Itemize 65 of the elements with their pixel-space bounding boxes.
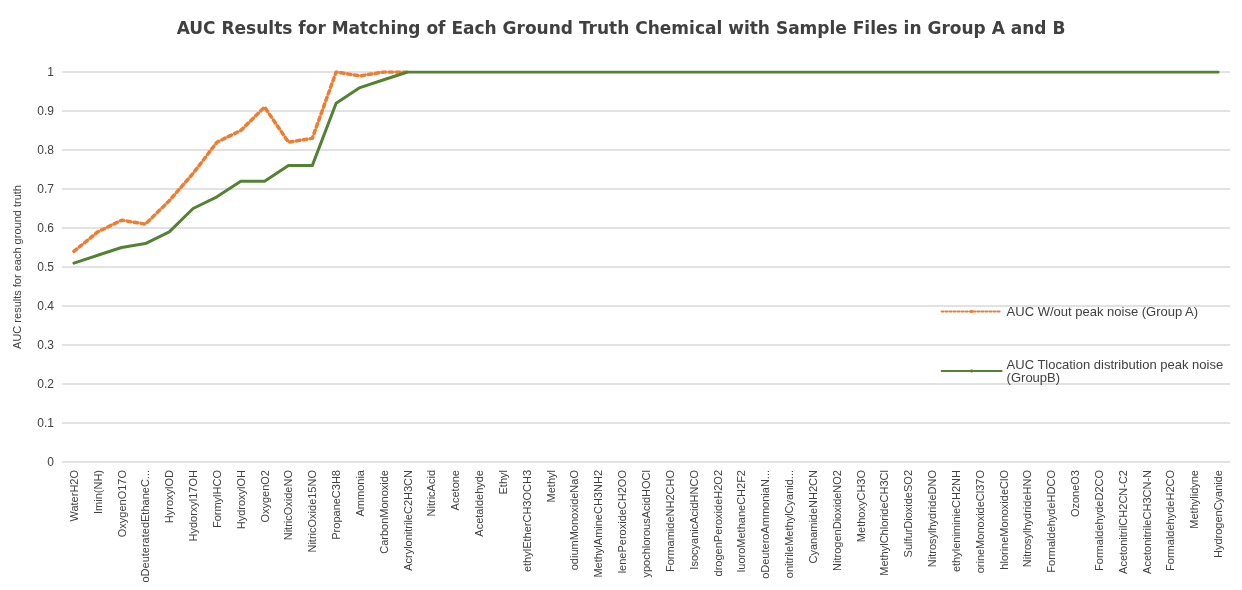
x-tick-label: Ethyl [496, 470, 509, 495]
x-tick-label: OxygenO2 [258, 470, 271, 523]
x-tick-label: HyroxylOD [163, 469, 176, 524]
y-tick-label: 0.3 [37, 338, 55, 352]
x-tick-label: CarbonMonoxide [377, 470, 390, 554]
x-tick-label: Ammonia [353, 469, 366, 517]
x-tick-label: FormamideNH2CHO [663, 469, 676, 573]
y-tick-label: 0.7 [37, 182, 55, 196]
x-tick-label: Imin(NH) [91, 470, 104, 514]
x-tick-label: AcetonitrilCH2CN-C2 [1116, 470, 1129, 574]
x-tick-label: IsocyanicAcidHNCO [687, 469, 700, 570]
x-tick-label: HydrogenCyanide [1212, 470, 1225, 559]
x-tick-label: WaterH2O [67, 469, 80, 522]
y-tick-label: 0.5 [37, 260, 55, 274]
x-tick-label: AcrylonitrileC2H3CN [401, 469, 414, 571]
x-tick-label: SulfurDioxideSO2 [902, 470, 915, 558]
x-tick-label: FormaldehydeD2CO [1092, 469, 1105, 571]
x-tick-label: ethyleniminieCH2NH [949, 469, 962, 573]
y-tick-label: 0.6 [37, 221, 55, 235]
x-tick-label: NitricOxide15NO [306, 469, 319, 553]
y-tick-label: 0.1 [37, 416, 55, 430]
line-series [72, 70, 1220, 265]
x-tick-label: odiumMonoxideNaO [568, 469, 581, 571]
y-tick-label: 0.9 [37, 104, 55, 118]
x-tick-label: NitricOxideNO [282, 469, 295, 541]
x-tick-label: onitrileMethylCyanid... [783, 470, 796, 579]
x-tick-label: FormaldehydeHDCO [1045, 469, 1058, 573]
x-tick-label: NitrosylhydrideHNO [1021, 469, 1034, 568]
legend-label: AUC Tlocation distribution peak noise (GroupB) [1006, 357, 1227, 385]
y-tick-label: 0 [47, 455, 55, 469]
y-tick-label: 0.2 [37, 377, 55, 391]
x-tick-label: Acetaldehyde [473, 470, 486, 537]
x-tick-label: luoroMethaneCH2F2 [735, 470, 748, 573]
x-tick-label: FormylHCO [210, 469, 223, 529]
x-tick-label: PropaneC3H8 [330, 470, 343, 540]
x-tick-label: ypochlorousAcidHOCl [640, 470, 652, 578]
y-tick-label: 0.4 [37, 299, 55, 313]
x-tick-label: CyanamideNH2CN [806, 469, 819, 564]
y-tick-label: 0.8 [37, 143, 55, 157]
y-axis-title: AUC results for each ground truth [10, 185, 23, 349]
y-tick-label: 1 [47, 65, 55, 79]
x-tick-label: ethylEtherCH3OCH3 [520, 470, 533, 573]
x-tick-label: Methyl [544, 470, 557, 503]
x-tick-label: OzoneO3 [1069, 470, 1082, 518]
x-tick-label: oDeuteroAmmoniaN... [759, 470, 772, 579]
x-tick-label: NitrosylhydrideDNO [926, 469, 939, 568]
x-tick-label: oDeuteratedEthaneC... [139, 470, 152, 583]
x-tick-label: MethylAmineCH3NH2 [592, 470, 605, 578]
chart-title: AUC Results for Matching of Each Ground Truth Chemical with Sample Files in Group A and B [176, 17, 1066, 38]
x-tick-label: MethoxyCH3O [854, 469, 867, 543]
x-tick-label: OxygenO17O [115, 469, 128, 538]
x-tick-label: NitricAcid [425, 470, 438, 517]
x-tick-label: Acetone [449, 470, 462, 511]
x-tick-label: Methylidyne [1188, 470, 1201, 529]
x-tick-label: AcetonitrileCH3CN-N [1140, 469, 1153, 574]
x-tick-label: NitrogenDioxideNO2 [830, 470, 843, 571]
x-tick-label: lenePeroxideCH2OO [616, 469, 629, 574]
x-tick-label: MethylChlorideCH3Cl [878, 470, 891, 576]
x-tick-label: drogenPeroxideH2O2 [711, 470, 724, 577]
x-tick-label: orineMonoxideCl37O [973, 469, 986, 574]
x-tick-label: Hydorxyl17OH [187, 469, 200, 542]
x-tick-label: HydroxylOH [234, 469, 247, 530]
x-tick-label: FormaldehydeH2CO [1164, 469, 1177, 571]
legend-label: AUC W/out peak noise (Group A) [1006, 304, 1199, 319]
x-tick-label: hlorineMonoxideClO [997, 469, 1010, 570]
